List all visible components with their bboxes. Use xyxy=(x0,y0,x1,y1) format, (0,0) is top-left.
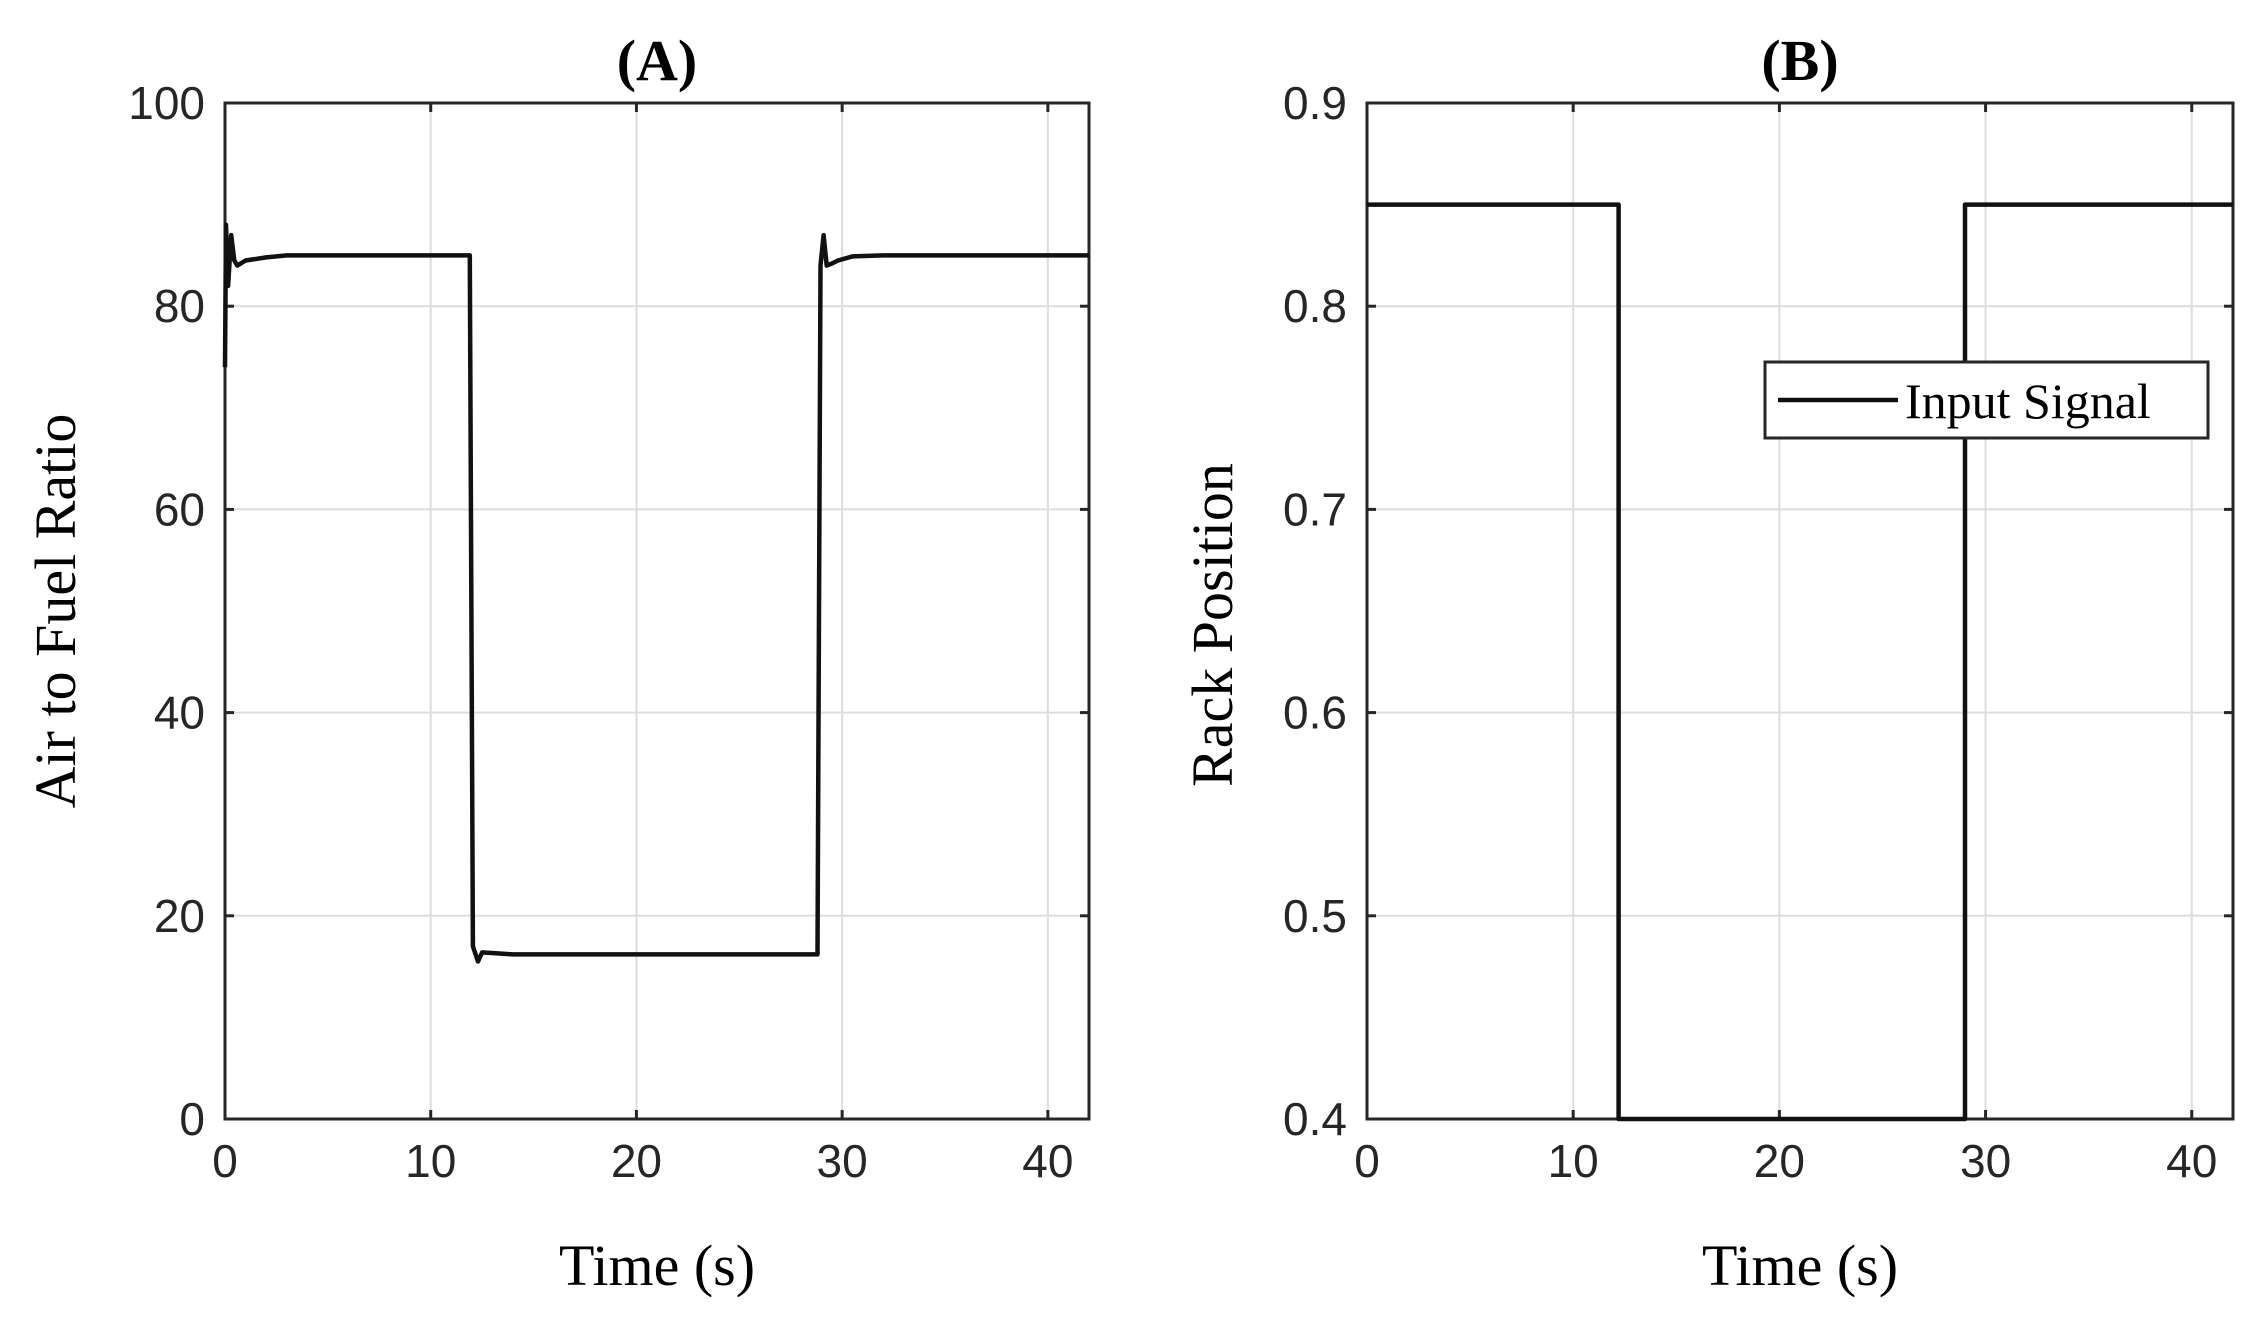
panel-b-y-tick-label: 0.8 xyxy=(1283,280,1347,332)
panel-b-y-tick-label: 0.7 xyxy=(1283,483,1347,535)
panel-a-plot-area xyxy=(223,101,1091,1121)
panel-b-legend: Input Signal xyxy=(1763,360,2210,440)
panel-a-y-axis-label: Air to Fuel Ratio xyxy=(23,414,88,809)
panel-b-x-tick-label: 30 xyxy=(1960,1135,2011,1187)
panel-a-x-axis-label: Time (s) xyxy=(559,1233,755,1298)
panel-a-y-tick-label: 0 xyxy=(179,1093,205,1145)
panel-b-y-tick-label: 0.5 xyxy=(1283,890,1347,942)
panel-a-x-tick-label: 30 xyxy=(817,1135,868,1187)
panel-a-x-tick-label: 0 xyxy=(212,1135,238,1187)
panel-a-air-fuel-ratio-line xyxy=(222,222,1089,964)
panel-a-y-tick-label: 80 xyxy=(154,280,205,332)
panel-b-input-signal-line xyxy=(1367,202,2233,1122)
panel-a: 0 10 20 30 40 0 20 40 60 80 100 (A) Time (s) Air t… xyxy=(23,28,1091,1298)
panel-b-tick-labels: 0 10 20 30 40 0.4 0.5 0.6 0.7 0.8 0.9 xyxy=(1283,77,2217,1187)
panel-b-ticks xyxy=(1365,101,2233,1121)
panel-a-y-tick-label: 20 xyxy=(154,890,205,942)
panel-b-x-tick-label: 0 xyxy=(1354,1135,1380,1187)
panel-b-y-tick-label: 0.9 xyxy=(1283,77,1347,129)
panel-a-title: (A) xyxy=(617,28,698,93)
legend-label-input-signal: Input Signal xyxy=(1905,373,2151,429)
panel-b-title: (B) xyxy=(1761,28,1838,93)
panel-b-x-tick-label: 20 xyxy=(1754,1135,1805,1187)
panel-a-x-tick-label: 40 xyxy=(1022,1135,1073,1187)
panel-a-x-tick-label: 20 xyxy=(611,1135,662,1187)
panel-b-x-tick-label: 40 xyxy=(2166,1135,2217,1187)
panel-b-grid xyxy=(1366,102,2233,1120)
panel-a-x-tick-label: 10 xyxy=(405,1135,456,1187)
panel-b-y-tick-label: 0.6 xyxy=(1283,687,1347,739)
panel-a-y-tick-label: 40 xyxy=(154,687,205,739)
panel-a-y-tick-label: 100 xyxy=(128,77,205,129)
panel-b-y-axis-label: Rack Position xyxy=(1180,463,1245,787)
panel-b: 0 10 20 30 40 0.4 0.5 0.6 0.7 0.8 0.9 (B) Time (s)… xyxy=(1180,28,2235,1298)
panel-b-y-tick-label: 0.4 xyxy=(1283,1093,1347,1145)
panel-b-x-tick-label: 10 xyxy=(1548,1135,1599,1187)
panel-b-plot-area xyxy=(1365,101,2235,1121)
panel-a-tick-labels: 0 10 20 30 40 0 20 40 60 80 100 xyxy=(128,77,1073,1187)
panel-a-y-tick-label: 60 xyxy=(154,483,205,535)
panel-b-x-axis-label: Time (s) xyxy=(1702,1233,1898,1298)
